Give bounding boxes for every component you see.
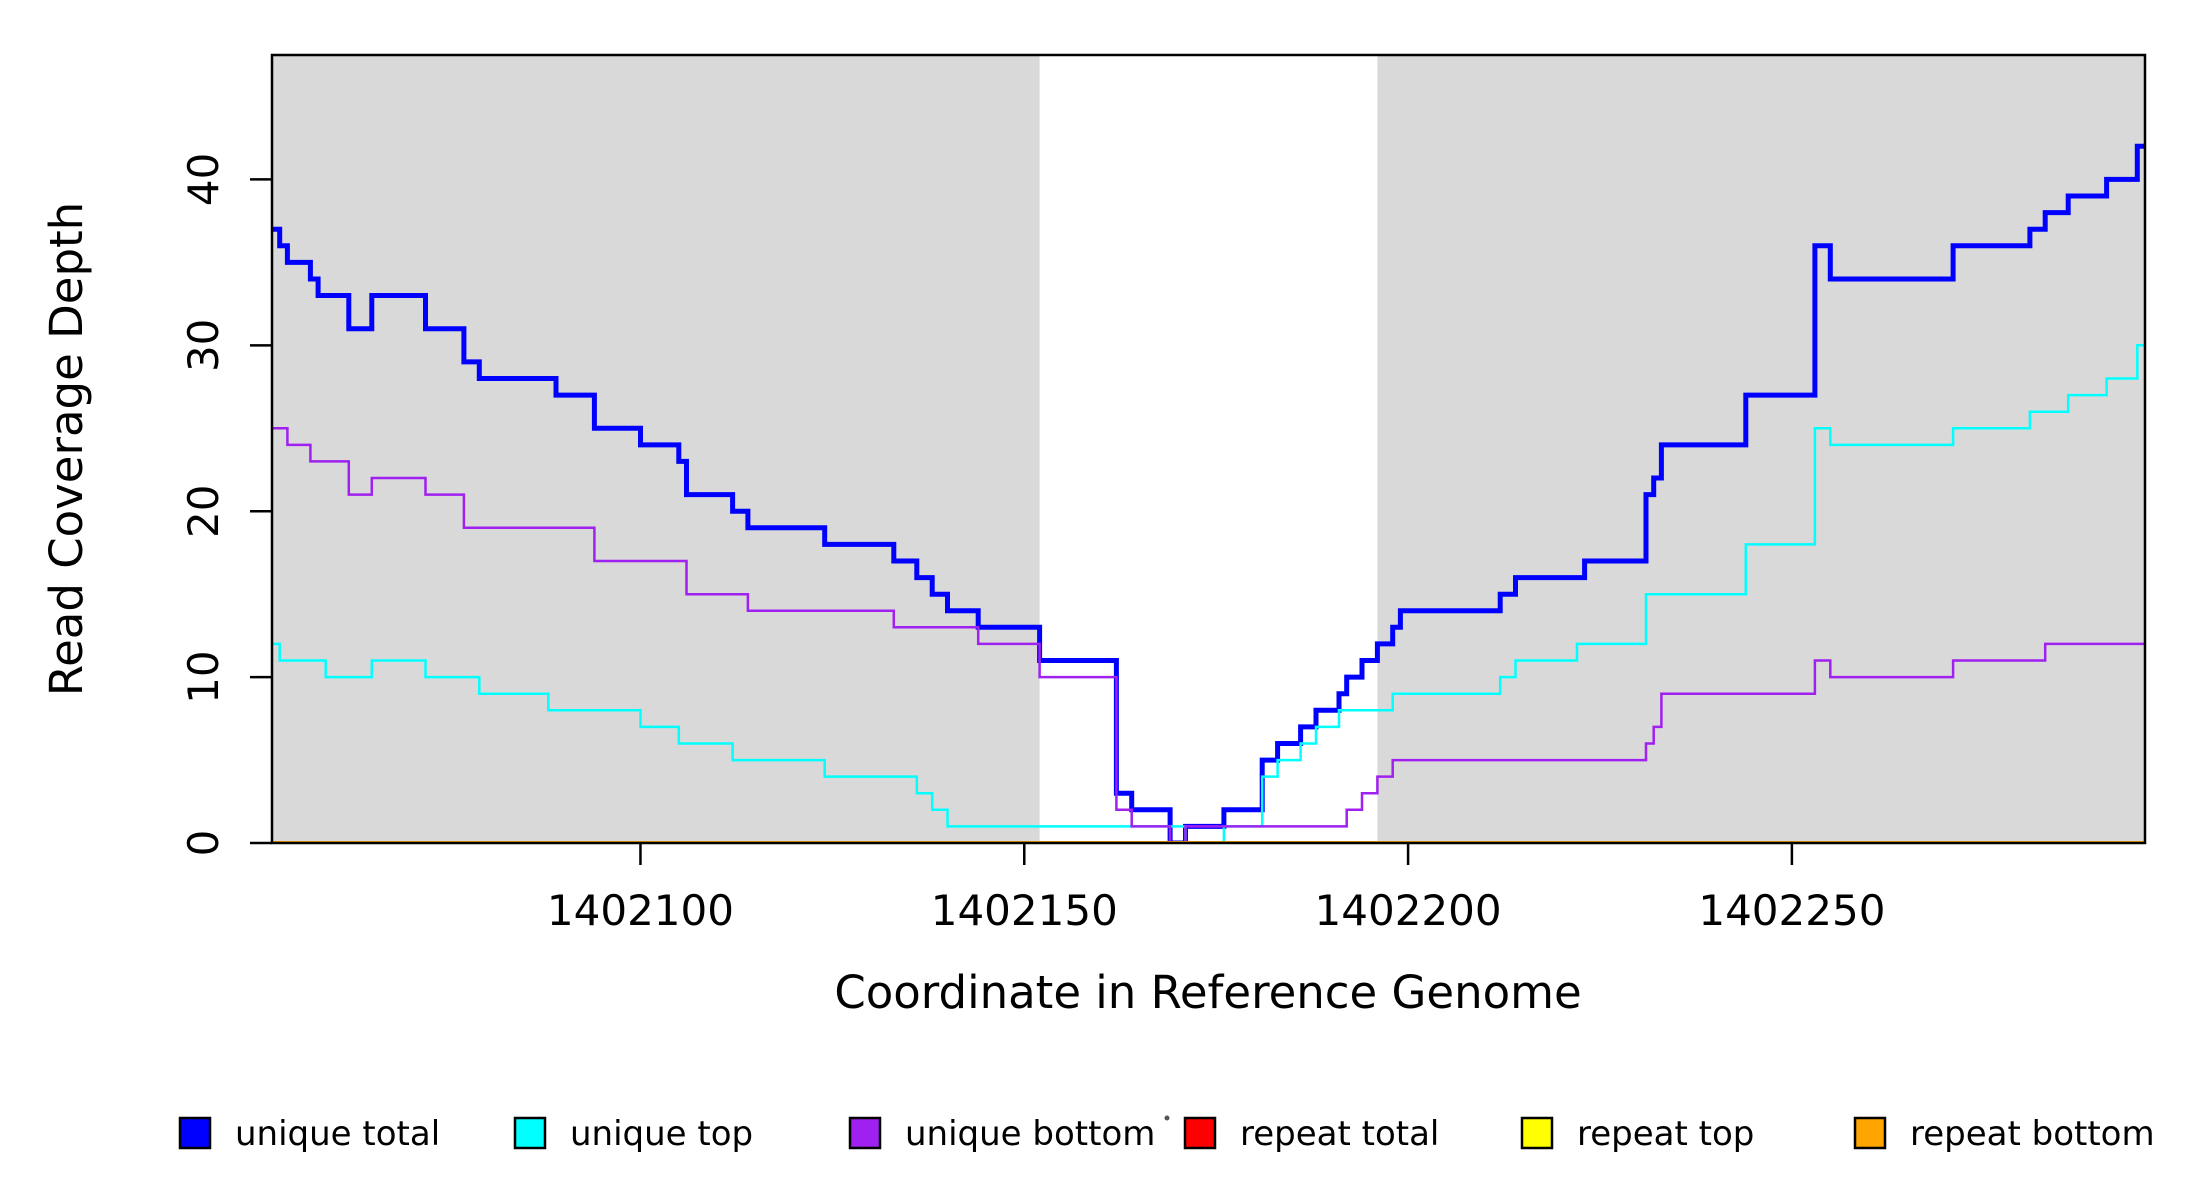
shaded-regions <box>272 55 2145 843</box>
legend: unique total unique top unique bottom repea… <box>178 1114 2155 1154</box>
legend-swatch-repeat-top <box>1520 1116 1554 1150</box>
legend-swatch-repeat-total <box>1183 1116 1217 1150</box>
legend-label-repeat-bottom: repeat bottom <box>1910 1114 2155 1154</box>
shaded-region <box>1377 55 2145 843</box>
shaded-region <box>272 55 1040 843</box>
stray-dot <box>1164 1115 1170 1121</box>
y-axis-title: Read Coverage Depth <box>40 202 93 696</box>
legend-label-unique-bottom: unique bottom <box>905 1114 1155 1154</box>
legend-label-unique-top: unique top <box>570 1114 753 1154</box>
legend-label-repeat-top: repeat top <box>1577 1114 1754 1154</box>
x-tick-label: 1402250 <box>1698 886 1885 935</box>
y-tick-label: 40 <box>179 153 228 206</box>
legend-label-repeat-total: repeat total <box>1240 1114 1439 1154</box>
y-axis: 0 10 20 30 40 <box>179 153 272 857</box>
y-tick-label: 30 <box>179 319 228 372</box>
legend-swatch-repeat-bottom <box>1853 1116 1887 1150</box>
y-tick-label: 10 <box>179 650 228 703</box>
x-tick-label: 1402150 <box>931 886 1118 935</box>
y-tick-label: 0 <box>179 830 228 857</box>
y-tick-label: 20 <box>179 484 228 537</box>
legend-label-unique-total: unique total <box>235 1114 440 1154</box>
series-line-unique-top <box>272 344 2145 843</box>
x-axis-title: Coordinate in Reference Genome <box>834 966 1581 1019</box>
legend-swatch-unique-top <box>513 1116 547 1150</box>
x-tick-label: 1402100 <box>547 886 734 935</box>
legend-swatch-unique-total <box>178 1116 212 1150</box>
plot-border <box>270 53 2147 845</box>
series-lines <box>272 143 2145 843</box>
series-line-unique-bottom <box>272 427 2145 843</box>
x-tick-label: 1402200 <box>1315 886 1502 935</box>
legend-swatch-unique-bottom <box>848 1116 882 1150</box>
x-axis: 1402100 1402150 1402200 1402250 <box>547 843 1885 935</box>
